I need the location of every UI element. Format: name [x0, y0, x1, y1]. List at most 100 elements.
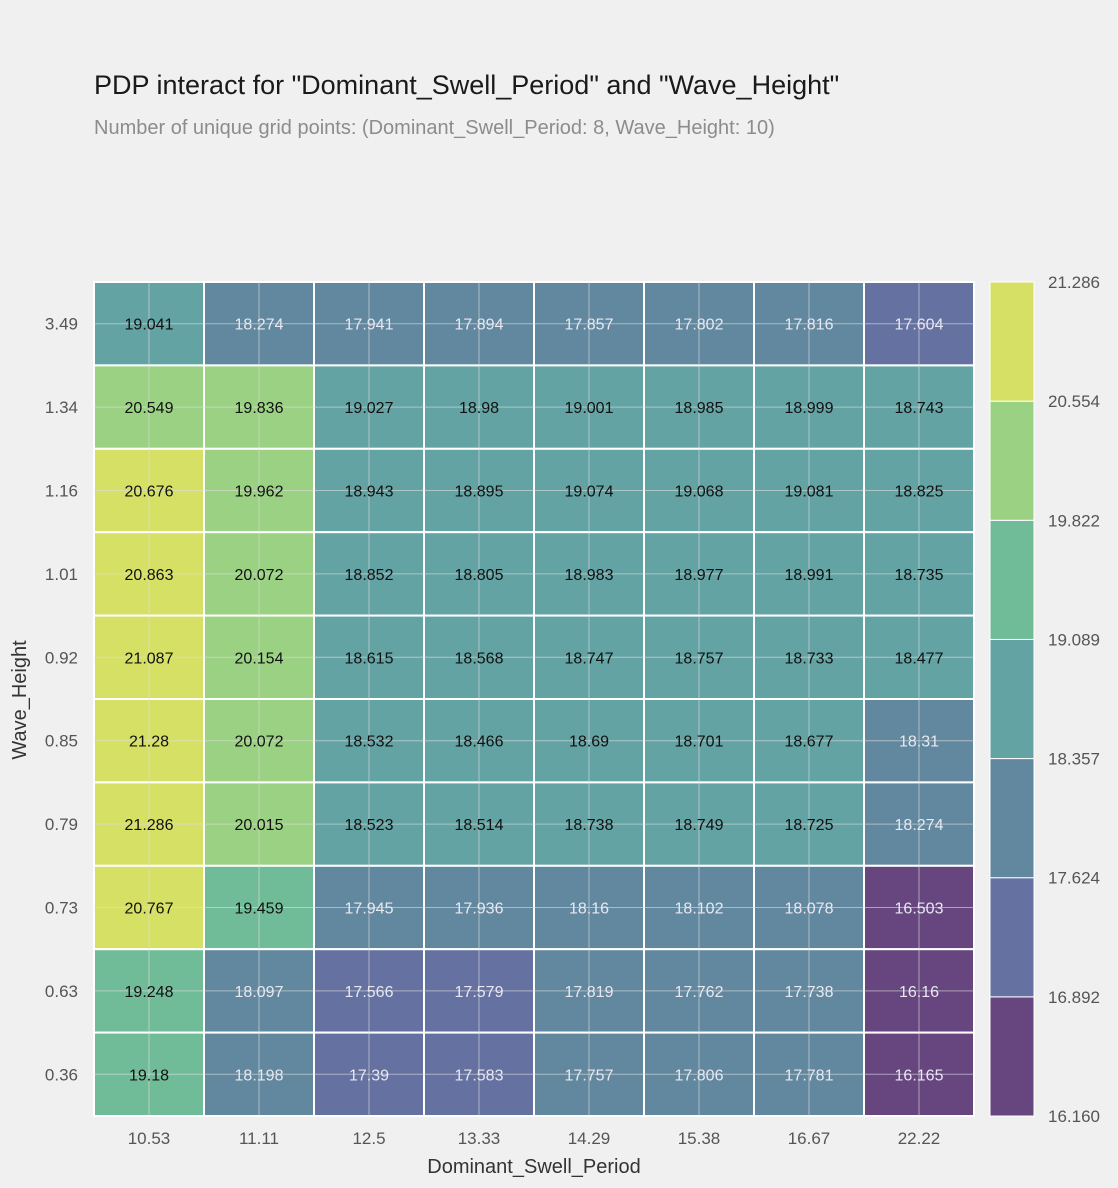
- cell-value-label: 18.977: [675, 567, 724, 584]
- chart-subtitle: Number of unique grid points: (Dominant_…: [94, 117, 775, 139]
- cell-value-label: 17.819: [565, 984, 614, 1001]
- x-tick-label: 16.67: [788, 1129, 831, 1148]
- y-tick-label: 0.85: [45, 732, 78, 751]
- cell-value-label: 18.733: [785, 650, 834, 667]
- cell-value-label: 18.895: [455, 484, 504, 501]
- cell-value-label: 18.532: [345, 734, 394, 751]
- chart-title: PDP interact for "Dominant_Swell_Period"…: [94, 70, 840, 100]
- cell-value-label: 18.743: [895, 400, 944, 417]
- cell-value-label: 20.154: [235, 650, 284, 667]
- cell-value-label: 19.962: [235, 484, 284, 501]
- x-tick-label: 22.22: [898, 1129, 941, 1148]
- y-tick-label: 0.79: [45, 815, 78, 834]
- cell-value-label: 18.615: [345, 650, 394, 667]
- y-tick-label: 0.63: [45, 982, 78, 1001]
- colorbar-band: [989, 400, 1035, 521]
- cell-value-label: 20.072: [235, 567, 284, 584]
- cell-value-labels: 19.041 18.274 17.941 17.894 17.857 17.802 17.8…: [125, 317, 944, 1085]
- y-tick-label: 0.92: [45, 648, 78, 667]
- cell-value-label: 18.98: [459, 400, 499, 417]
- colorbar-band: [989, 758, 1035, 879]
- x-tick-label: 11.11: [239, 1129, 279, 1148]
- cell-value-label: 18.738: [565, 817, 614, 834]
- y-axis-label: Wave_Height: [9, 640, 31, 760]
- cell-value-label: 20.072: [235, 734, 284, 751]
- y-tick-labels: 3.49 1.34 1.16 1.01 0.92 0.85 0.79 0.73 0.63 0.36: [45, 315, 78, 1085]
- x-axis-label: Dominant_Swell_Period: [427, 1156, 640, 1178]
- cell-value-label: 21.087: [125, 650, 174, 667]
- cell-value-label: 18.749: [675, 817, 724, 834]
- x-tick-labels: 10.53 11.11 12.5 13.33 14.29 15.38 16.67 22.22: [128, 1129, 941, 1148]
- colorbar-tick-label: 17.624: [1048, 869, 1100, 888]
- cell-value-label: 20.549: [125, 400, 174, 417]
- y-tick-label: 1.01: [45, 565, 78, 584]
- colorbar-tick-label: 16.160: [1048, 1107, 1100, 1126]
- colorbar: 16.160 16.892 17.624 18.357 19.089 19.822 20.5…: [989, 273, 1100, 1126]
- cell-value-label: 18.825: [895, 484, 944, 501]
- x-tick-label: 10.53: [128, 1129, 171, 1148]
- cell-value-label: 16.16: [899, 984, 939, 1001]
- y-tick-label: 0.36: [45, 1065, 78, 1084]
- cell-value-label: 19.001: [565, 400, 614, 417]
- cell-value-label: 18.725: [785, 817, 834, 834]
- colorbar-band: [989, 877, 1035, 998]
- cell-value-label: 19.459: [235, 901, 284, 918]
- cell-value-label: 18.69: [569, 734, 609, 751]
- cell-value-label: 18.852: [345, 567, 394, 584]
- cell-value-label: 17.816: [785, 317, 834, 334]
- cell-value-label: 18.999: [785, 400, 834, 417]
- cell-value-label: 19.836: [235, 400, 284, 417]
- cell-value-label: 17.579: [455, 984, 504, 1001]
- cell-value-label: 18.078: [785, 901, 834, 918]
- cell-value-label: 20.676: [125, 484, 174, 501]
- cell-value-label: 18.983: [565, 567, 614, 584]
- cell-value-label: 17.781: [785, 1067, 834, 1084]
- cell-value-label: 17.604: [895, 317, 944, 334]
- colorbar-tick-label: 21.286: [1048, 273, 1100, 292]
- cell-value-label: 17.757: [565, 1067, 614, 1084]
- cell-value-label: 17.802: [675, 317, 724, 334]
- colorbar-tick-label: 16.892: [1048, 988, 1100, 1007]
- cell-value-label: 18.514: [455, 817, 504, 834]
- cell-value-label: 19.081: [785, 484, 834, 501]
- cell-value-label: 17.39: [349, 1067, 389, 1084]
- cell-value-label: 20.767: [125, 901, 174, 918]
- cell-value-label: 19.068: [675, 484, 724, 501]
- x-tick-label: 12.5: [352, 1129, 385, 1148]
- x-tick-label: 15.38: [678, 1129, 721, 1148]
- x-tick-label: 13.33: [458, 1129, 501, 1148]
- colorbar-tick-label: 19.089: [1048, 630, 1100, 649]
- colorbar-band: [989, 281, 1035, 402]
- cell-value-label: 18.943: [345, 484, 394, 501]
- cell-value-label: 19.248: [125, 984, 174, 1001]
- cell-value-label: 17.941: [345, 317, 394, 334]
- cell-value-label: 18.31: [899, 734, 939, 751]
- cell-value-label: 18.747: [565, 650, 614, 667]
- colorbar-tick-label: 19.822: [1048, 511, 1100, 530]
- colorbar-band: [989, 519, 1035, 640]
- y-tick-label: 0.73: [45, 899, 78, 918]
- cell-value-label: 19.18: [129, 1067, 169, 1084]
- cell-value-label: 18.274: [235, 317, 284, 334]
- colorbar-tick-label: 18.357: [1048, 750, 1100, 769]
- cell-value-label: 16.503: [895, 901, 944, 918]
- cell-value-label: 18.677: [785, 734, 834, 751]
- cell-value-label: 18.805: [455, 567, 504, 584]
- cell-value-label: 18.274: [895, 817, 944, 834]
- y-tick-label: 1.34: [45, 398, 78, 417]
- colorbar-band: [989, 638, 1035, 760]
- cell-value-label: 17.806: [675, 1067, 724, 1084]
- cell-value-label: 18.466: [455, 734, 504, 751]
- cell-value-label: 19.041: [125, 317, 174, 334]
- cell-value-label: 18.985: [675, 400, 724, 417]
- cell-value-label: 17.894: [455, 317, 504, 334]
- cell-value-label: 18.102: [675, 901, 724, 918]
- cell-value-label: 18.477: [895, 650, 944, 667]
- cell-value-label: 18.568: [455, 650, 504, 667]
- cell-value-label: 17.945: [345, 901, 394, 918]
- cell-value-label: 20.015: [235, 817, 284, 834]
- colorbar-band: [989, 996, 1035, 1117]
- cell-value-label: 18.198: [235, 1067, 284, 1084]
- y-tick-label: 1.16: [45, 482, 78, 501]
- cell-value-label: 16.165: [895, 1067, 944, 1084]
